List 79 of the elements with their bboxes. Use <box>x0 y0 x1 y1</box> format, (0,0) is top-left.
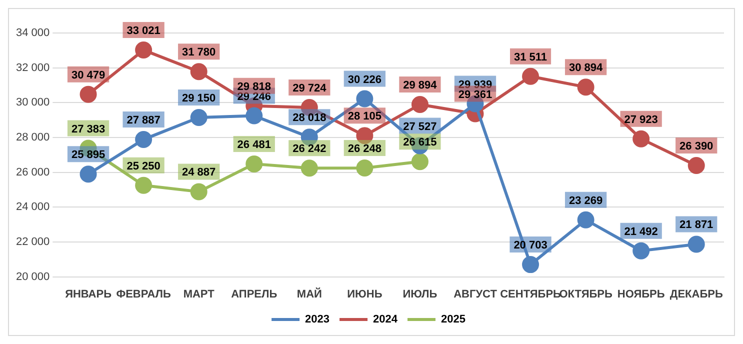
data-label: 29 361 <box>458 88 492 101</box>
data-label: 31 780 <box>182 46 216 59</box>
data-label: 25 250 <box>126 160 160 172</box>
x-tick-label: ЯНВАРЬ <box>65 288 112 300</box>
data-label: 26 615 <box>403 136 437 149</box>
point <box>246 155 263 172</box>
point <box>688 236 705 253</box>
point <box>632 130 650 148</box>
legend-label: 2024 <box>373 314 398 326</box>
legend-label: 2025 <box>440 314 466 326</box>
point <box>577 211 594 228</box>
data-label: 27 527 <box>403 120 437 133</box>
data-label: 26 481 <box>237 138 271 151</box>
x-tick-label: ИЮЛЬ <box>402 288 438 300</box>
point <box>632 242 650 260</box>
point <box>80 86 97 103</box>
x-tick-label: АПРЕЛЬ <box>231 288 278 300</box>
y-tick-label: 20 000 <box>16 270 50 283</box>
data-label: 27 383 <box>71 123 106 136</box>
y-tick-label: 26 000 <box>16 166 50 178</box>
y-tick-label: 32 000 <box>16 62 50 74</box>
x-tick-label: НОЯБРЬ <box>617 288 665 300</box>
y-tick-label: 22 000 <box>16 236 50 248</box>
point <box>190 63 208 80</box>
data-label: 29 724 <box>292 82 328 94</box>
data-label: 26 248 <box>348 143 382 156</box>
data-label: 31 511 <box>514 51 548 64</box>
point <box>190 183 208 200</box>
data-label: 26 242 <box>292 143 326 156</box>
data-label: 29 894 <box>403 80 438 92</box>
data-label: 23 269 <box>568 194 603 207</box>
data-label: 29 818 <box>237 80 271 93</box>
point <box>522 256 540 274</box>
point <box>246 107 263 124</box>
y-tick-label: 34 000 <box>16 27 50 40</box>
x-tick-label: ИЮНЬ <box>347 288 382 300</box>
x-tick-label: ДЕКАБРЬ <box>670 288 723 300</box>
point <box>190 108 208 126</box>
y-tick-label: 24 000 <box>16 201 50 214</box>
point <box>135 176 152 194</box>
data-label: 27 923 <box>624 114 658 126</box>
x-tick-label: АВГУСТ <box>454 288 498 300</box>
point <box>300 128 318 146</box>
data-label: 30 226 <box>348 74 382 86</box>
data-label: 33 021 <box>126 25 160 38</box>
data-label: 27 887 <box>126 114 160 126</box>
point <box>135 130 152 148</box>
y-tick-label: 28 000 <box>16 132 50 144</box>
x-tick-label: СЕНТЯБРЬ <box>500 288 562 300</box>
point <box>80 166 97 183</box>
point <box>356 90 374 108</box>
point <box>411 96 428 114</box>
legend-label: 2023 <box>305 314 330 326</box>
data-label: 30 479 <box>71 69 106 82</box>
data-label: 28 105 <box>348 110 382 123</box>
data-label: 20 703 <box>514 240 548 252</box>
data-label: 24 887 <box>182 166 216 179</box>
x-tick-label: МАРТ <box>183 288 215 300</box>
point <box>300 160 318 177</box>
data-label: 26 390 <box>680 140 714 153</box>
y-tick-label: 30 000 <box>16 96 50 109</box>
point <box>356 127 374 144</box>
x-tick-label: ОКТЯБРЬ <box>559 288 612 300</box>
point <box>356 159 374 176</box>
data-label: 25 895 <box>71 149 106 162</box>
point <box>411 153 428 170</box>
data-label: 29 150 <box>182 92 216 104</box>
data-label: 29 246 <box>237 90 271 103</box>
point <box>688 157 705 174</box>
data-label: 28 018 <box>292 112 326 124</box>
data-label: 29 939 <box>458 78 492 91</box>
data-label: 21 871 <box>680 219 714 232</box>
point <box>522 68 540 85</box>
data-label: 30 894 <box>568 62 604 74</box>
point <box>577 78 594 96</box>
x-tick-label: МАЙ <box>296 287 322 300</box>
x-tick-label: ФЕВРАЛЬ <box>116 288 172 300</box>
data-label: 21 492 <box>624 226 658 238</box>
point <box>135 42 152 59</box>
